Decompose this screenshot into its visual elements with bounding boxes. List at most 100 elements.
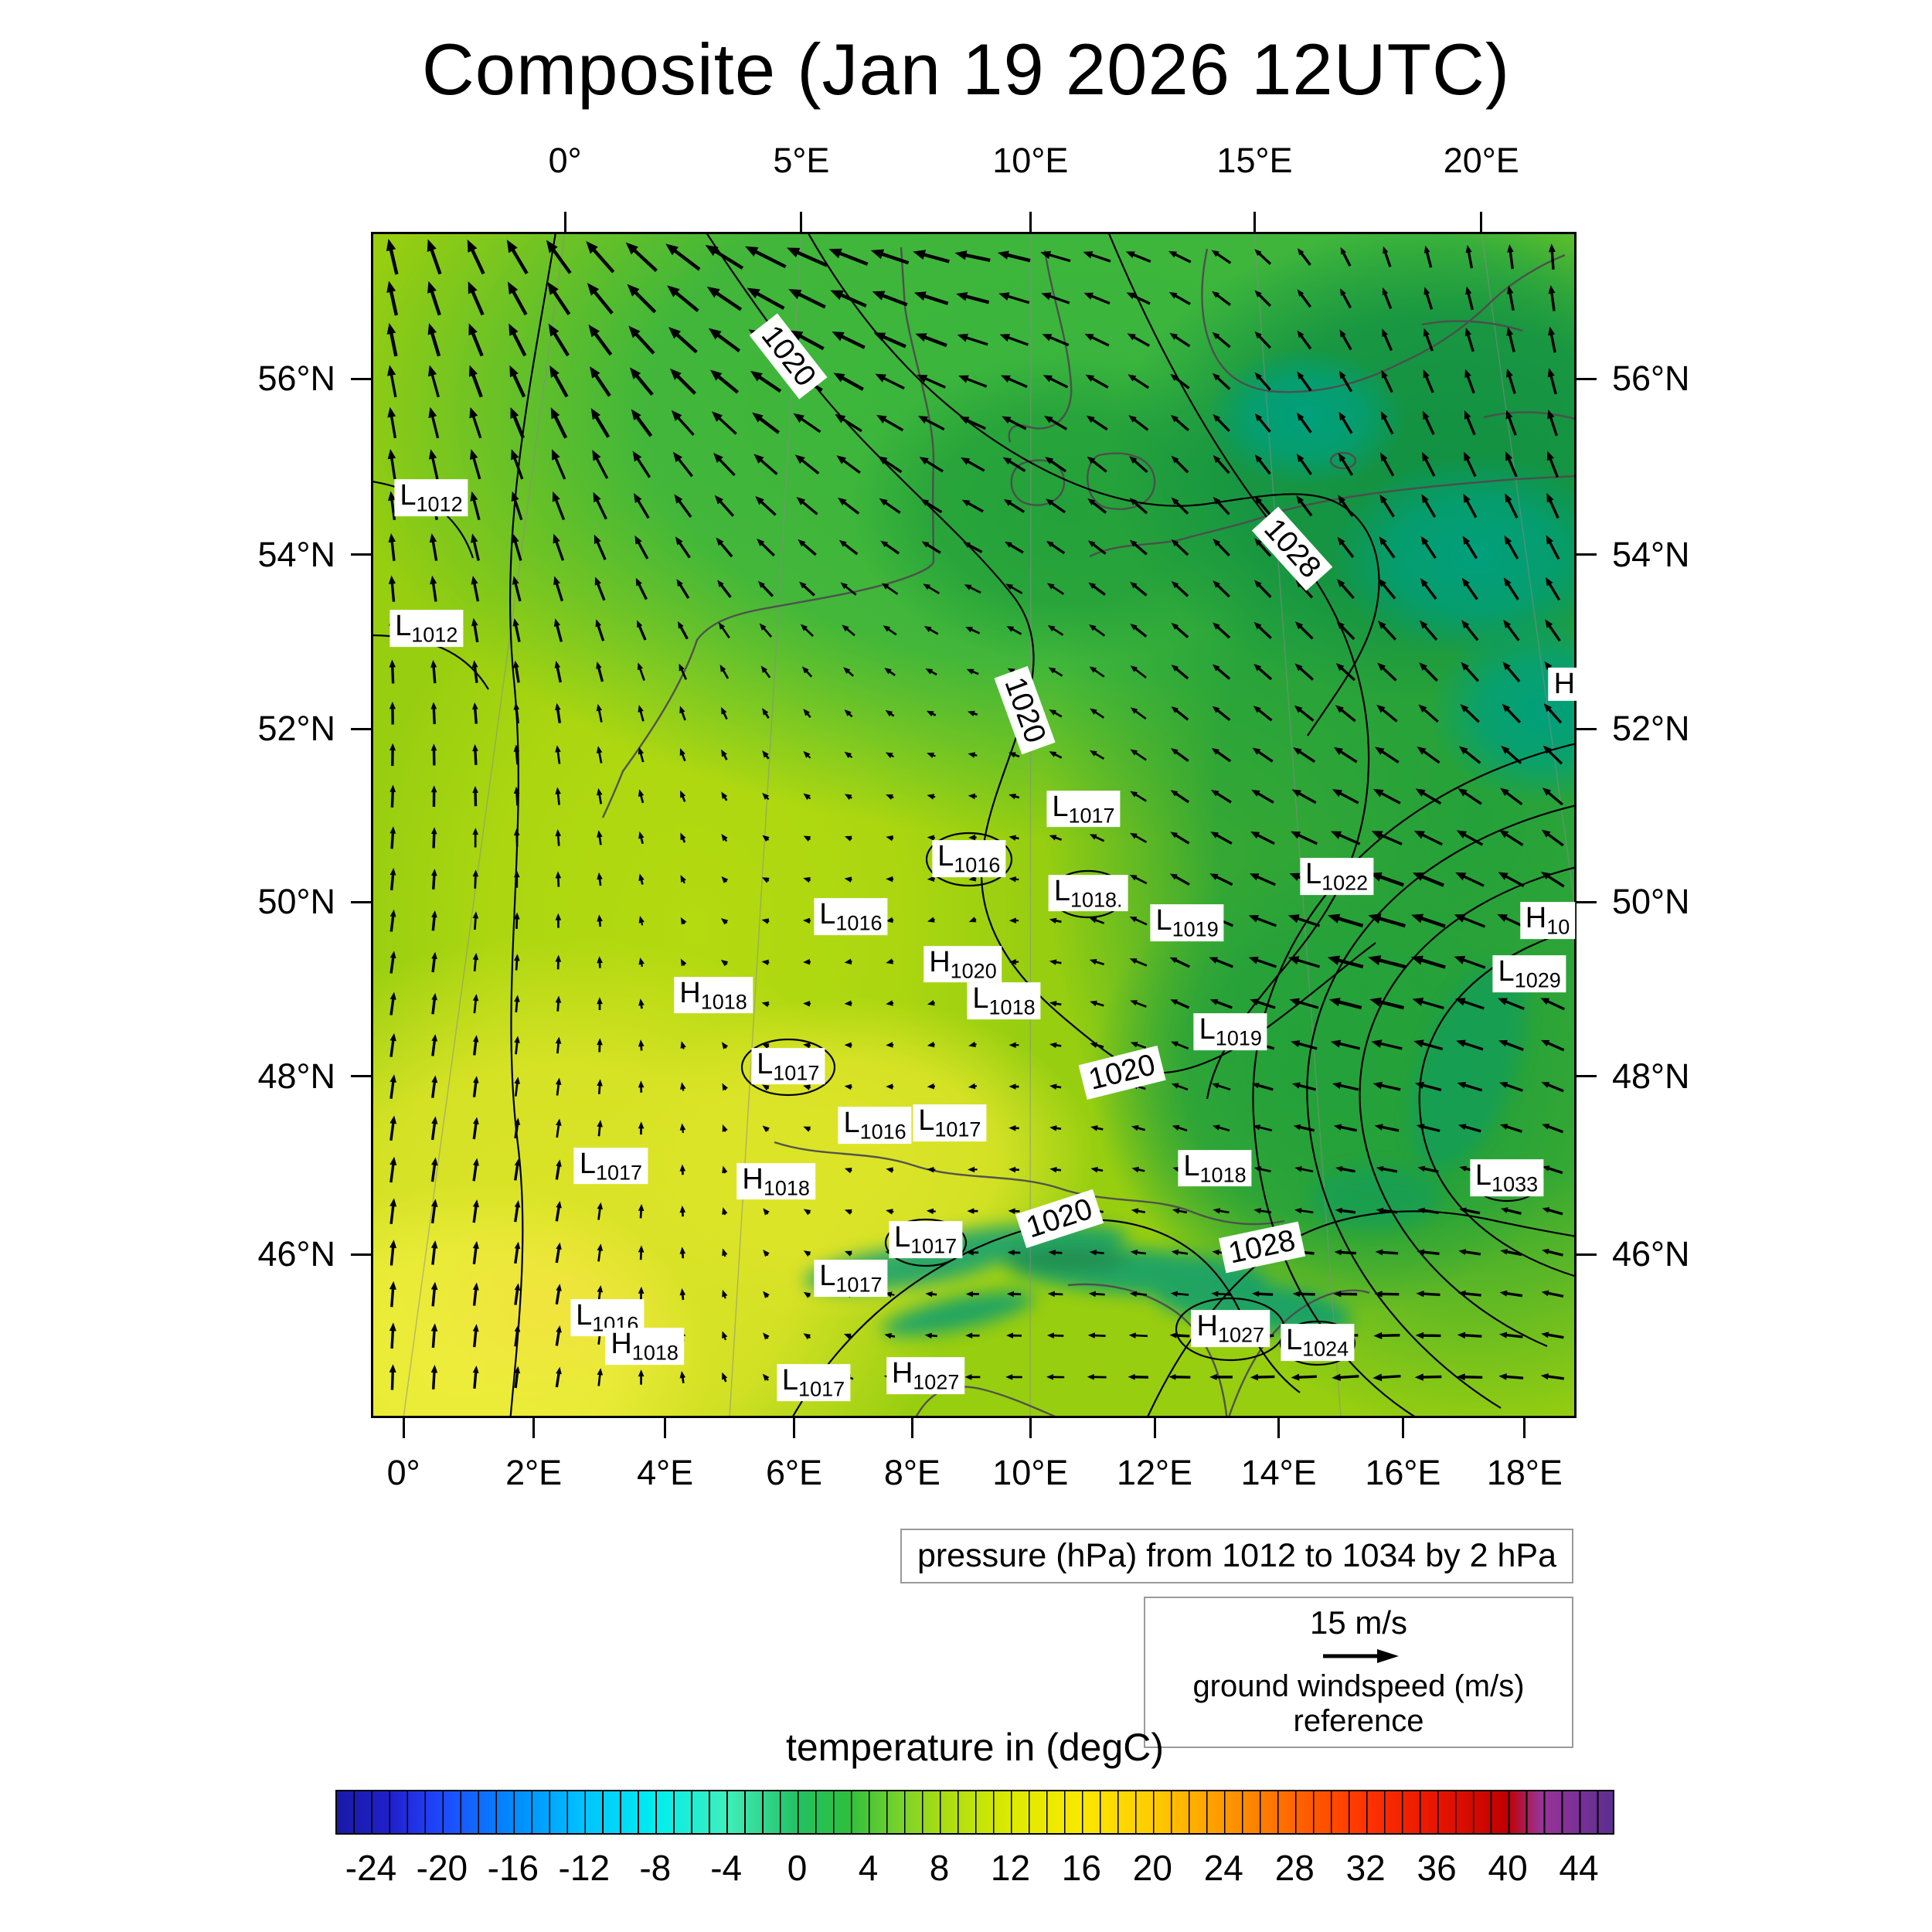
wind-arrow xyxy=(628,325,655,355)
wind-arrow xyxy=(1088,582,1106,596)
wind-arrow xyxy=(1041,292,1070,304)
wind-arrow xyxy=(722,1207,728,1216)
wind-arrow xyxy=(844,835,852,842)
wind-arrow xyxy=(1049,1125,1062,1131)
wind-arrow xyxy=(472,743,478,765)
wind-arrow xyxy=(886,917,894,923)
wind-arrow xyxy=(1009,1166,1019,1173)
wind-arrow xyxy=(1212,372,1231,390)
wind-arrow xyxy=(1545,577,1561,601)
wind-arrow xyxy=(679,748,686,762)
wind-arrow xyxy=(1413,1039,1444,1051)
pressure-center-low: L1019 xyxy=(1193,1013,1267,1051)
wind-arrow xyxy=(1005,541,1024,554)
wind-arrow xyxy=(1506,368,1516,394)
wind-arrow xyxy=(1418,704,1439,723)
wind-arrow xyxy=(678,621,689,640)
wind-arrow xyxy=(1171,1041,1189,1050)
wind-arrow xyxy=(1006,626,1022,635)
wind-arrow xyxy=(968,1166,978,1173)
axis-label-lon-top: 20°E xyxy=(1443,141,1519,180)
wind-arrow xyxy=(1009,1124,1019,1131)
wind-arrow xyxy=(512,576,522,602)
wind-arrow xyxy=(884,1332,896,1339)
wind-arrow xyxy=(966,1250,979,1256)
wind-arrow xyxy=(1294,621,1314,640)
wind-arrow xyxy=(1086,415,1108,431)
wind-arrow xyxy=(1420,536,1437,560)
wind-arrow xyxy=(844,876,852,883)
wind-arrow xyxy=(1333,747,1358,764)
axis-tick-top xyxy=(1253,212,1256,232)
wind-arrow xyxy=(1128,415,1149,431)
wind-arrow xyxy=(597,1038,603,1053)
wind-arrow xyxy=(1003,499,1026,513)
wind-arrow xyxy=(427,281,441,316)
wind-arrow xyxy=(555,954,562,970)
wind-arrow xyxy=(1169,1332,1190,1338)
wind-arrow xyxy=(427,239,442,275)
wind-arrow xyxy=(472,702,478,724)
wind-arrow xyxy=(1169,332,1191,348)
wind-arrow xyxy=(1129,874,1148,885)
wind-arrow xyxy=(803,793,811,801)
axis-tick-left xyxy=(351,377,371,380)
wind-arrow xyxy=(593,492,607,520)
wind-arrow xyxy=(997,250,1031,263)
wind-arrow xyxy=(1008,1208,1020,1214)
wind-arrow xyxy=(638,873,645,885)
axis-label-lat-left: 50°N xyxy=(257,882,335,922)
wind-arrow xyxy=(547,281,571,315)
wind-arrow xyxy=(1009,958,1019,965)
wind-reference-speed: 15 m/s xyxy=(1309,1604,1408,1641)
wind-arrow xyxy=(708,328,741,352)
wind-arrow xyxy=(471,576,480,602)
wind-arrow xyxy=(1333,1291,1358,1298)
wind-arrow xyxy=(1212,291,1231,307)
wind-arrow xyxy=(872,291,908,307)
wind-arrow xyxy=(706,286,743,311)
colorbar-tick: 36 xyxy=(1417,1848,1457,1888)
pressure-center-low: L1016 xyxy=(814,898,888,936)
wind-arrow xyxy=(1090,750,1105,760)
wind-arrow xyxy=(1335,705,1356,723)
wind-arrow xyxy=(1498,872,1525,888)
wind-arrow xyxy=(842,624,855,637)
wind-arrow xyxy=(472,1365,479,1389)
wind-arrow xyxy=(1209,873,1233,886)
axis-label-lon-top: 15°E xyxy=(1216,141,1293,180)
wind-arrow xyxy=(762,835,770,842)
wind-arrow xyxy=(1170,373,1190,389)
wind-arrow xyxy=(927,1083,935,1090)
wind-arrow xyxy=(1340,247,1352,267)
wind-arrow xyxy=(389,909,396,932)
wind-arrow xyxy=(1330,1039,1361,1050)
wind-arrow xyxy=(722,1124,728,1132)
wind-arrow xyxy=(555,828,562,846)
wind-arrow xyxy=(633,493,650,519)
wind-arrow xyxy=(722,1289,728,1299)
wind-arrow xyxy=(1248,956,1277,968)
wind-arrow xyxy=(430,1281,438,1307)
wind-arrow xyxy=(1337,536,1355,559)
colorbar-tick: 12 xyxy=(990,1848,1031,1888)
wind-arrow xyxy=(838,539,859,556)
wind-arrow xyxy=(597,787,603,804)
wind-arrow xyxy=(1411,913,1446,928)
wind-arrow xyxy=(1087,498,1107,514)
wind-arrow xyxy=(506,240,529,274)
wind-arrow xyxy=(1040,250,1071,263)
wind-arrow xyxy=(1547,368,1557,395)
wind-arrow xyxy=(1253,663,1273,681)
contour-inline-label: 1028 xyxy=(1218,1221,1305,1274)
wind-arrow xyxy=(430,1323,438,1349)
wind-arrow xyxy=(514,1158,521,1181)
wind-arrow xyxy=(1543,703,1563,724)
wind-arrow xyxy=(586,240,615,274)
wind-arrow xyxy=(1088,1291,1105,1298)
wind-arrow xyxy=(803,958,811,965)
wind-arrow xyxy=(638,1080,645,1093)
wind-arrow xyxy=(1253,580,1272,598)
wind-arrow xyxy=(1456,830,1484,846)
wind-arrow xyxy=(833,372,864,391)
